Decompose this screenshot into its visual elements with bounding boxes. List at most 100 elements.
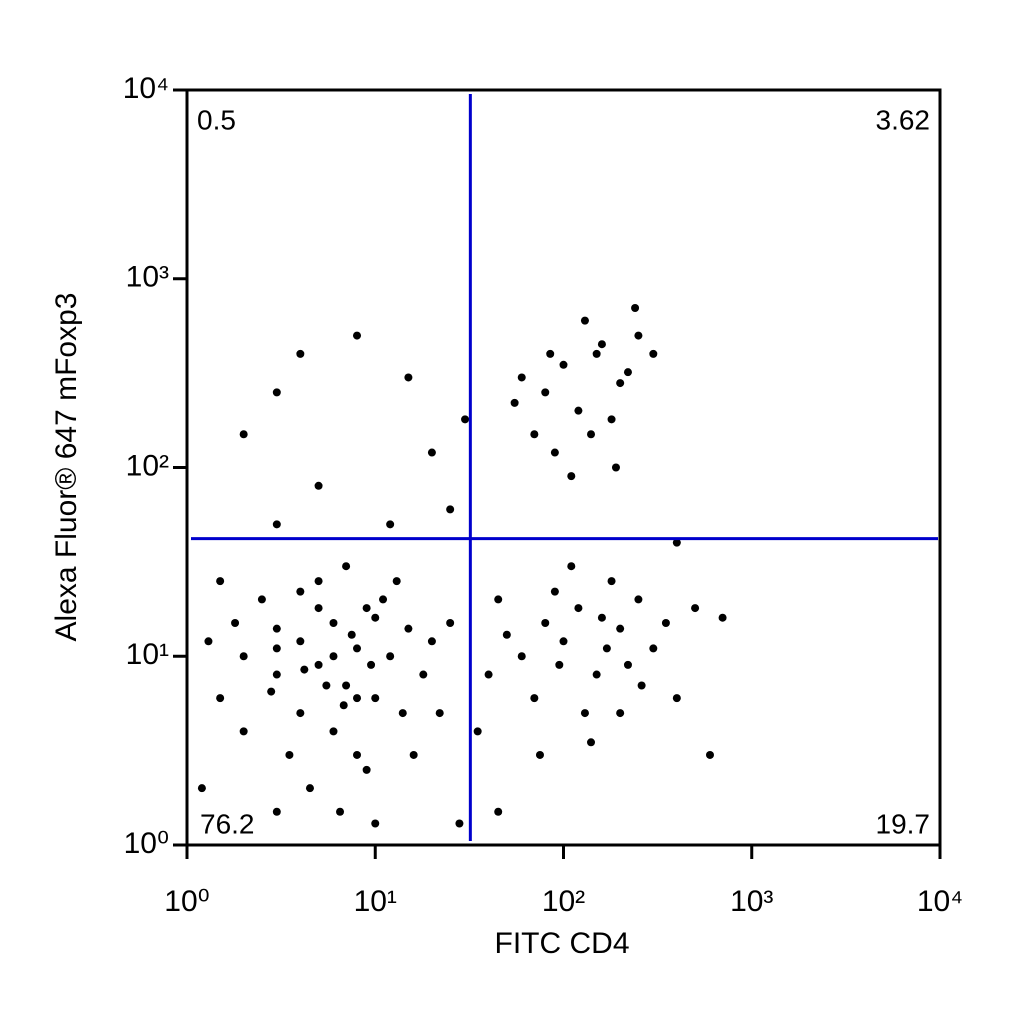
event-dot [371,819,380,828]
event-dot [362,765,371,774]
quadrant-label: 19.7 [876,808,931,839]
event-dot [367,660,376,669]
event-dot [541,388,550,397]
x-tick-label: 10⁴ [917,885,963,918]
event-dot [204,637,213,646]
event-dot [559,637,568,646]
event-dot [634,331,643,340]
event-dot [546,349,555,358]
event-dot [239,430,248,439]
event-dot [587,430,596,439]
event-dot [272,520,281,529]
event-dot [517,652,526,661]
event-dot [592,670,601,679]
event-dot [550,587,559,596]
event-dot [386,520,395,529]
event-dot [409,750,418,759]
event-dot [672,694,681,703]
event-dot [404,624,413,633]
event-dot [329,727,338,736]
event-dot [353,694,362,703]
event-dot [567,562,576,571]
plot-frame [185,88,942,847]
event-dot [314,604,323,613]
event-dot [216,577,225,586]
event-dot [535,750,544,759]
event-dot [494,595,503,604]
event-dot [342,681,351,690]
event-dot [398,709,407,718]
event-dot [329,619,338,628]
event-dot [386,652,395,661]
event-dot [336,807,345,816]
event-dot [616,624,625,633]
event-dot [392,577,401,586]
y-tick-label: 10³ [126,261,169,294]
event-dot [379,595,388,604]
event-dot [329,652,338,661]
event-dot [517,373,526,382]
event-dot [672,538,681,547]
event-dot [435,709,444,718]
event-dot [272,644,281,653]
y-axis-label: Alexa Fluor® 647 mFoxp3 [50,293,83,642]
event-dot [559,360,568,369]
event-dot [580,709,589,718]
event-dot [574,604,583,613]
y-tick-label: 10¹ [126,638,169,671]
event-dot [231,619,240,628]
x-tick-label: 10² [542,885,585,918]
event-dot [322,681,331,690]
event-dot [597,340,606,349]
event-dot [541,619,550,628]
event-dot [574,406,583,415]
x-tick-label: 10⁰ [164,885,209,918]
event-dot [300,665,309,674]
event-dot [446,505,455,514]
event-dot [239,727,248,736]
event-dot [314,660,323,669]
event-dot [718,613,727,622]
x-tick-label: 10¹ [354,885,397,918]
event-dot [649,349,658,358]
event-dot [637,681,646,690]
y-tick-label: 10² [126,449,169,482]
event-dot [339,701,348,710]
x-axis-label: FITC CD4 [495,927,630,960]
event-dot [272,388,281,397]
event-dot [296,709,305,718]
event-dot [602,644,611,653]
event-dot [530,694,539,703]
event-dot [455,819,464,828]
event-dot [404,373,413,382]
event-dot [530,430,539,439]
event-dot [649,644,658,653]
event-dot [267,687,276,696]
event-dot [597,613,606,622]
event-dot [510,398,519,407]
event-dot [296,349,305,358]
event-dot [314,577,323,586]
event-dot [272,807,281,816]
quadrant-label: 3.62 [876,104,931,135]
event-dot [623,368,632,377]
event-dot [484,670,493,679]
event-dot [296,587,305,596]
event-dot [661,619,670,628]
event-dot [607,577,616,586]
event-dot [371,613,380,622]
event-dot [691,604,700,613]
event-dot [353,750,362,759]
quadrant-label: 0.5 [197,104,236,135]
event-dot [427,637,436,646]
event-dot [272,624,281,633]
event-dot [623,660,632,669]
event-dot [592,349,601,358]
y-tick-label: 10⁴ [123,72,169,105]
event-dot [197,784,206,793]
y-tick-label: 10⁰ [124,827,169,860]
event-dot [473,727,482,736]
x-tick-label: 10³ [730,885,773,918]
event-dot [216,694,225,703]
